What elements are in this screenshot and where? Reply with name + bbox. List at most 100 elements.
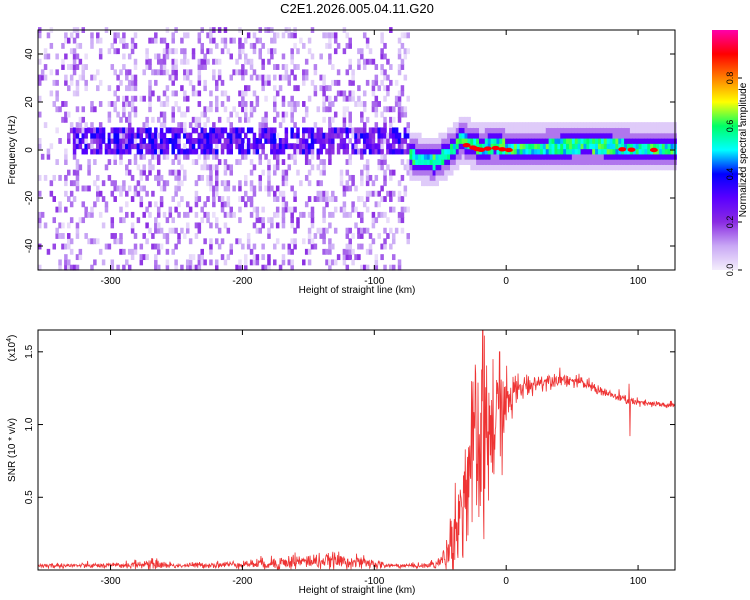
- spectrogram-cell: [304, 111, 309, 118]
- spectrogram-cell: [223, 159, 228, 165]
- spectrogram-cell: [545, 132, 550, 139]
- spectrogram-cell: [273, 32, 277, 39]
- spectrogram-cell: [348, 243, 352, 250]
- spectrogram-cell: [244, 37, 248, 44]
- spectrogram-cell: [183, 95, 187, 102]
- spectrogram-cell: [534, 127, 538, 134]
- spectrogram-cell: [632, 127, 637, 134]
- spectrogram-cell: [197, 132, 202, 139]
- spectrogram-cell: [133, 79, 138, 86]
- spectrogram-cell: [435, 153, 439, 160]
- spectrogram-peak: [649, 147, 658, 153]
- spectrogram-cell: [362, 138, 367, 144]
- spectrogram-cell: [548, 132, 553, 139]
- spectrogram-cell: [197, 37, 202, 44]
- spectrogram-cell: [72, 148, 77, 155]
- spectrogram-cell: [481, 138, 486, 144]
- spectrogram-cell: [362, 101, 367, 107]
- spectrogram-cell: [383, 196, 387, 202]
- spectrogram-cell: [212, 153, 216, 160]
- spectrogram-cell: [287, 164, 292, 171]
- spectrogram-cell: [258, 74, 263, 81]
- spectrogram-cell: [568, 122, 573, 129]
- spectrogram-cell: [194, 138, 199, 144]
- spectrogram-cell: [214, 79, 219, 86]
- spectrogram-cell: [252, 206, 257, 213]
- spectrogram-cell: [96, 132, 100, 139]
- spectrogram-cell: [171, 37, 175, 44]
- spectrogram-cell: [81, 116, 86, 123]
- spectrogram-cell: [609, 164, 614, 171]
- spectrogram-cell: [365, 196, 370, 202]
- spectrogram-cell: [125, 42, 129, 49]
- spectrogram-cell: [252, 254, 257, 261]
- spectrogram-cell: [313, 85, 318, 92]
- spectrogram-cell: [487, 132, 492, 139]
- spectrogram-cell: [583, 148, 587, 155]
- spectrogram-cell: [464, 132, 469, 139]
- spectrogram-cell: [55, 127, 59, 134]
- spectrogram-cell: [635, 127, 640, 134]
- spectrogram-cell: [64, 53, 68, 60]
- spectrogram-cell: [200, 174, 204, 181]
- spectrogram-cell: [168, 169, 173, 176]
- spectrogram-cell: [328, 32, 332, 39]
- spectrogram-cell: [212, 185, 216, 192]
- spectrogram-cell: [644, 138, 648, 144]
- spectrogram-cell: [162, 48, 167, 55]
- spectrogram-cell: [397, 111, 402, 118]
- spectrogram-cell: [101, 127, 106, 134]
- spectrogram-cell: [209, 243, 213, 250]
- spectrogram-cell: [487, 148, 492, 155]
- spectrogram-cell: [296, 132, 300, 139]
- spectrogram-cell: [217, 227, 222, 234]
- spectrogram-cell: [145, 64, 149, 70]
- spectrogram-cell: [273, 132, 277, 139]
- spectrogram-cell: [534, 164, 538, 171]
- spectrogram-cell: [635, 159, 640, 165]
- spectrogram-cell: [566, 148, 570, 155]
- spectrogram-cell: [432, 159, 437, 165]
- spectrogram-cell: [554, 148, 558, 155]
- snr-scale-close: ): [7, 335, 18, 338]
- spectrogram-cell: [455, 127, 460, 134]
- spectrogram-cell: [519, 153, 524, 160]
- spectrogram-cell: [238, 101, 242, 107]
- spectrogram-cell: [113, 159, 117, 165]
- spectrogram-cell: [537, 148, 541, 155]
- spectrogram-cell: [635, 138, 640, 144]
- spectrogram-cell: [116, 185, 120, 192]
- spectrogram-cell: [322, 159, 326, 165]
- spectrogram-cell: [61, 243, 65, 250]
- spectrogram-cell: [110, 190, 115, 197]
- colorbar: 0.00.20.40.60.8 Normalized spectral ampl…: [712, 30, 749, 276]
- spectrogram-cell: [180, 164, 184, 171]
- colorbar-gradient: [712, 30, 738, 270]
- spectrogram-cell: [418, 164, 422, 171]
- spectrogram-cell: [563, 148, 567, 155]
- spectrogram-cell: [249, 169, 254, 176]
- spectrogram-cell: [113, 153, 117, 160]
- spectrogram-cell: [328, 138, 332, 144]
- spectrogram-cell: [212, 148, 216, 155]
- spectrogram-cell: [130, 227, 135, 234]
- spectrogram-cell: [69, 48, 74, 55]
- spectrogram-cell: [377, 127, 381, 134]
- spectrogram-cell: [206, 32, 210, 39]
- spectrogram-cell: [258, 185, 263, 192]
- spectrogram-cell: [249, 101, 254, 107]
- spectrogram-cell: [476, 127, 480, 134]
- spectrogram-cell: [177, 238, 181, 245]
- spectrogram-cell: [484, 127, 489, 134]
- spectrogram-cell: [290, 206, 294, 213]
- spectrogram-cell: [185, 222, 190, 229]
- spectrogram-cell: [508, 122, 512, 129]
- spectrogram-cell: [151, 116, 155, 123]
- spectrogram-cell: [418, 159, 422, 165]
- spectrogram-cell: [609, 132, 614, 139]
- spectrogram-cell: [93, 106, 97, 113]
- spectrogram-cell: [389, 169, 393, 176]
- snr-x-ticks: -300 -200 -100 0 100: [101, 330, 647, 587]
- spectrogram-cell: [328, 132, 332, 139]
- spectrogram-cell: [389, 206, 393, 213]
